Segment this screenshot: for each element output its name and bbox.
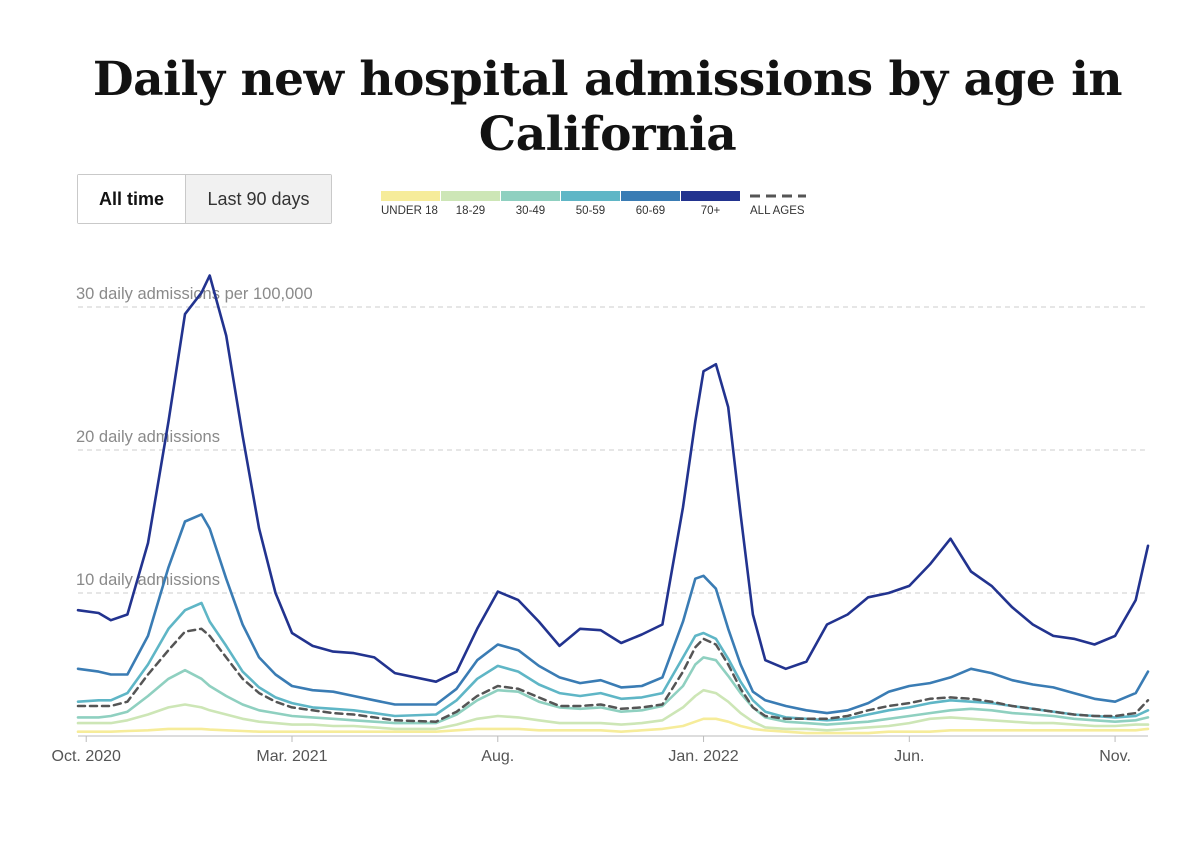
legend-item-all: ALL AGES [750,191,810,217]
series-line-a50_59 [76,601,1150,722]
x-tick-label: Mar. 2021 [256,748,327,765]
series-line-all [76,627,1150,723]
legend-item-a60_69: 60-69 [621,191,680,217]
legend-swatch [381,191,440,201]
legend: UNDER 18 18-29 30-49 50-59 60-69 70+ ALL AGES [381,191,811,217]
legend-swatch [501,191,560,201]
x-tick-label: Aug. [481,748,514,765]
legend-swatch [441,191,500,201]
x-tick-label: Jan. 2022 [668,748,738,765]
legend-label: 70+ [700,205,721,217]
legend-item-a50_59: 50-59 [561,191,620,217]
x-tick-label: Oct. 2020 [52,748,121,765]
series-line-a70 [76,274,1150,684]
legend-swatch [561,191,620,201]
chart-title: Daily new hospital admissions by age in … [92,52,1123,162]
legend-label: 30-49 [515,205,546,217]
legend-item-a70: 70+ [681,191,740,217]
y-tick-label: 10 daily admissions [76,571,220,589]
legend-swatch [750,191,810,201]
series-line-a60_69 [76,513,1150,715]
legend-swatch [621,191,680,201]
legend-label: ALL AGES [750,205,805,217]
series-line-under18 [76,717,1150,735]
legend-item-a30_49: 30-49 [501,191,560,217]
time-range-toggle[interactable]: All time Last 90 days [77,174,332,224]
legend-item-under18: UNDER 18 [381,191,440,217]
legend-label: 60-69 [635,205,666,217]
series-line-a30_49 [76,656,1150,726]
x-tick-label: Jun. [894,748,924,765]
legend-label: UNDER 18 [381,205,438,217]
x-tick-label: Nov. [1099,748,1131,765]
legend-label: 50-59 [575,205,606,217]
y-tick-label: 20 daily admissions [76,428,220,446]
all-time-button[interactable]: All time [78,175,186,223]
legend-item-a18_29: 18-29 [441,191,500,217]
y-tick-label: 30 daily admissions per 100,000 [76,285,313,303]
legend-swatch [681,191,740,201]
last-90-days-button[interactable]: Last 90 days [186,175,331,223]
legend-label: 18-29 [455,205,486,217]
series-line-a18_29 [76,688,1150,732]
